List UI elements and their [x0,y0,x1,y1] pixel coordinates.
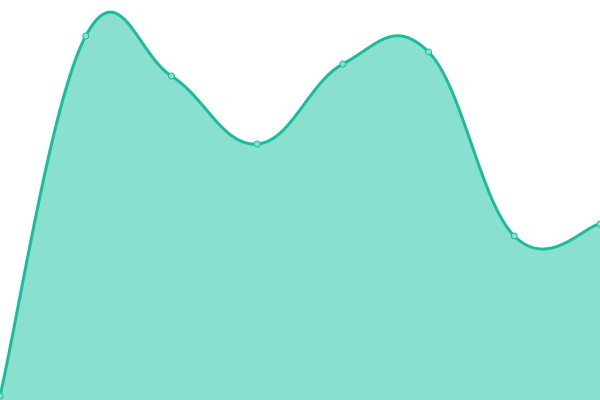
data-point-2 [167,72,175,80]
data-point-7 [596,220,600,228]
data-points [0,32,600,400]
data-point-4 [339,60,347,68]
data-point-5 [425,48,433,56]
area-fill [0,12,600,400]
data-point-1 [82,32,90,40]
data-point-0 [0,392,4,400]
data-point-3 [253,140,261,148]
data-point-6 [510,232,518,240]
series-line [0,10,600,397]
